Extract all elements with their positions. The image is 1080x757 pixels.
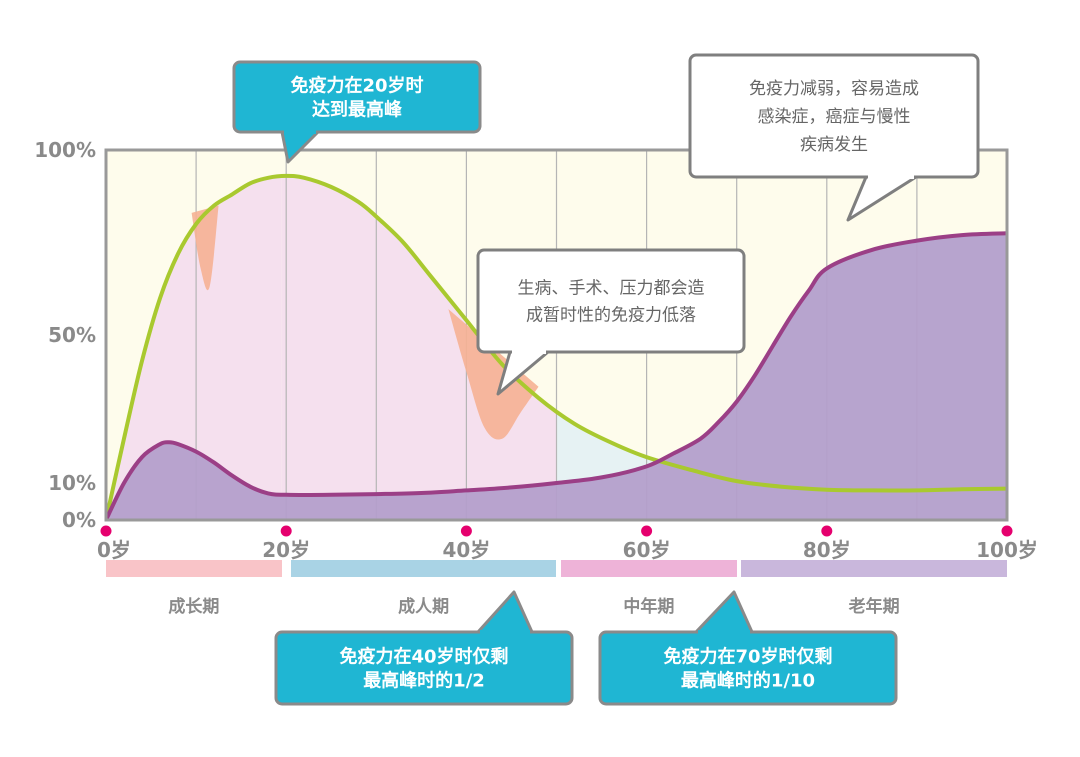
stage-label: 中年期 [623, 597, 675, 617]
plot-frame [104, 148, 1009, 522]
callout-text: 免疫力减弱，容易造成 [749, 79, 919, 99]
green-series-line [106, 173, 1007, 520]
stage-label: 成长期 [168, 597, 220, 617]
stage-bar-3 [741, 560, 1007, 577]
x-tick-marker [280, 525, 292, 537]
purple-series-line [106, 231, 1007, 520]
x-tick-marker [100, 525, 112, 537]
callout-text: 免疫力在20岁时 [290, 74, 423, 96]
x-tick-marker [1001, 525, 1013, 537]
callout-text: 生病、手术、压力都会造 [518, 279, 705, 299]
y-tick-label: 50% [48, 323, 96, 347]
callout-text: 达到最高峰 [312, 98, 403, 120]
x-tick-marker [821, 525, 833, 537]
temporary-dip-0 [191, 205, 219, 291]
callout-text: 成暂时性的免疫力低落 [526, 306, 696, 326]
callout-text: 疾病发生 [800, 135, 868, 155]
stage-label: 老年期 [848, 597, 900, 617]
x-tick-marker [641, 525, 653, 537]
x-tick-label: 80岁 [803, 538, 851, 562]
y-tick-label: 10% [48, 471, 96, 495]
stage-bar-0 [106, 560, 282, 577]
y-tick-label: 100% [34, 138, 96, 162]
callout-text: 免疫力在70岁时仅剩 [663, 645, 832, 667]
x-tick-label: 0岁 [97, 538, 131, 562]
stage-label: 成人期 [398, 597, 450, 617]
x-tick-label: 100岁 [976, 538, 1038, 562]
purple-series-fill [106, 233, 1007, 520]
y-tick-label: 0% [62, 508, 96, 532]
x-tick-marker [460, 525, 472, 537]
temporary-dip-1 [448, 309, 539, 440]
stage-bar-2 [561, 560, 737, 577]
stage-bar-1 [290, 560, 557, 577]
x-tick-label: 20岁 [262, 538, 310, 562]
callout-text: 最高峰时的1/2 [363, 669, 485, 691]
x-tick-label: 60岁 [623, 538, 671, 562]
callout-text: 最高峰时的1/10 [681, 669, 815, 691]
callout-text: 感染症，癌症与慢性 [758, 106, 911, 127]
x-tick-label: 40岁 [442, 538, 490, 562]
callout-text: 免疫力在40岁时仅剩 [339, 645, 508, 667]
